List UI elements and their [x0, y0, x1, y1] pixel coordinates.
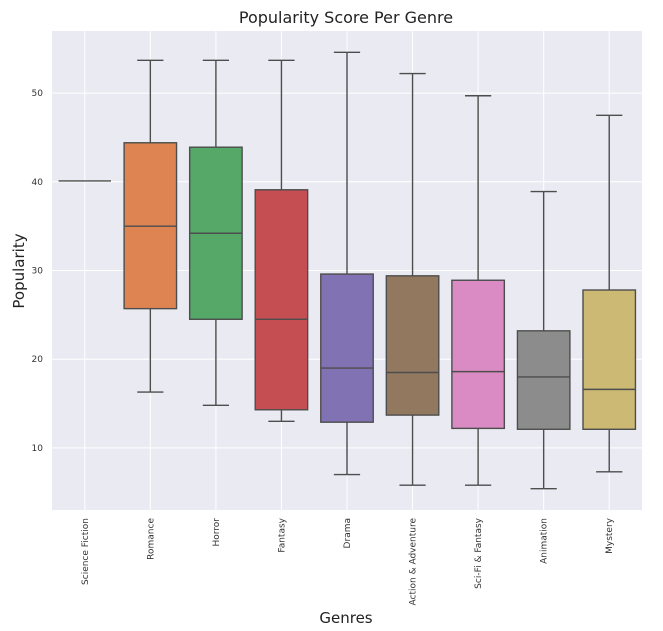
- box-drama: [320, 51, 374, 476]
- box-mystery: [582, 114, 637, 473]
- box-sci-fi-fantasy: [451, 95, 506, 486]
- iqr-box: [254, 189, 309, 411]
- x-tick-label: Romance: [146, 518, 156, 560]
- x-tick-label: Science Fiction: [81, 518, 91, 585]
- iqr-box: [451, 279, 506, 430]
- box-romance: [123, 59, 178, 393]
- x-tick-label: Drama: [343, 518, 353, 548]
- chart-title: Popularity Score Per Genre: [239, 8, 453, 27]
- iqr-box: [320, 273, 374, 423]
- x-tick-label: Animation: [540, 518, 550, 564]
- iqr-box: [582, 289, 637, 430]
- x-axis-title: Genres: [319, 609, 372, 627]
- y-tick-label: 10: [32, 444, 44, 454]
- box-animation: [516, 190, 571, 490]
- box-action-adventure: [385, 72, 440, 486]
- iqr-box: [516, 330, 571, 430]
- box-horror: [188, 59, 243, 407]
- y-tick-label: 30: [32, 267, 44, 277]
- y-tick-label: 20: [32, 355, 44, 365]
- y-tick-label: 50: [32, 89, 44, 99]
- box-fantasy: [254, 59, 309, 422]
- x-tick-label: Mystery: [605, 517, 615, 554]
- iqr-box: [385, 275, 440, 416]
- y-axis-title: Popularity: [10, 233, 28, 308]
- x-tick-label: Fantasy: [277, 517, 287, 552]
- x-tick-label: Sci-Fi & Fantasy: [474, 517, 484, 588]
- x-tick-label: Horror: [212, 518, 222, 547]
- x-tick-label: Action & Adventure: [409, 518, 419, 606]
- y-tick-label: 40: [32, 178, 44, 188]
